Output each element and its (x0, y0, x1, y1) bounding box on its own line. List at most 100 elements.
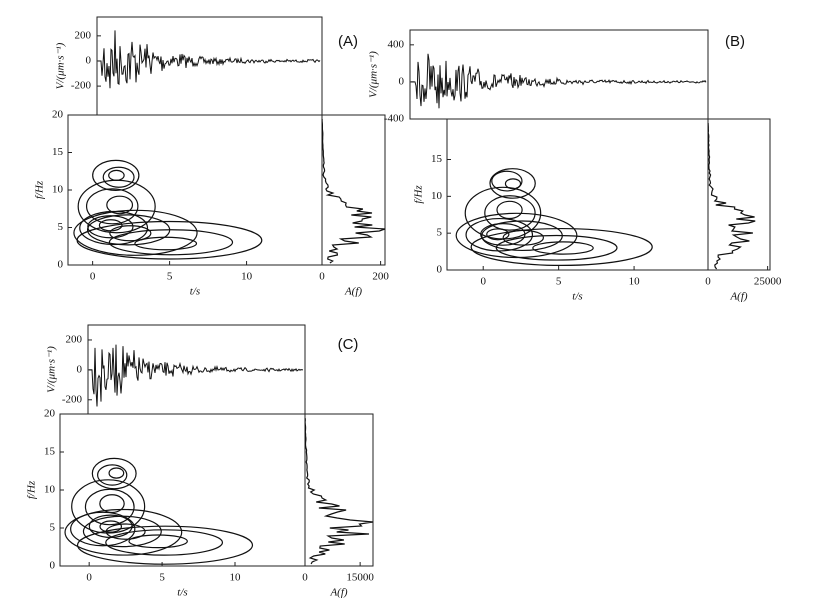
x-tick-label: 0 (90, 271, 96, 283)
contour-line (91, 457, 137, 490)
waveform (89, 344, 304, 407)
contour-line (484, 195, 536, 231)
y-axis-label: V/(μm·s⁻¹) (368, 51, 380, 98)
x-axis-label: t/s (572, 291, 582, 303)
contour-line (464, 186, 542, 240)
contour-line (532, 241, 594, 255)
x-tick-label: 0 (319, 271, 325, 283)
y-tick-label: -200 (71, 80, 92, 92)
y-tick-label: 200 (75, 29, 92, 41)
spectrum-line (304, 417, 374, 565)
y-tick-label: 200 (66, 333, 83, 345)
contour-line (64, 508, 183, 556)
panel-label: (B) (725, 33, 745, 50)
waveform-frame (87, 324, 306, 415)
y-tick-label: 15 (44, 446, 56, 458)
y-tick-label: 10 (52, 184, 64, 196)
contour-line (491, 170, 523, 192)
y-tick-label: 0 (86, 55, 92, 67)
contour-line (128, 534, 188, 549)
x-tick-label: 0 (86, 572, 92, 584)
contour-line (70, 511, 136, 547)
contour-line (97, 464, 128, 486)
y-tick-label: 0 (77, 363, 83, 375)
x-axis-label: A(f) (329, 587, 347, 599)
panel-label: (A) (338, 33, 358, 50)
y-tick-label: 0 (399, 75, 405, 87)
contour-line (108, 169, 125, 181)
x-tick-label: 0 (302, 572, 308, 584)
y-tick-label: 10 (431, 190, 443, 202)
x-tick-label: 5 (556, 276, 562, 288)
contour-line (82, 515, 162, 548)
y-tick-label: 5 (437, 227, 443, 239)
x-tick-label: 10 (230, 572, 242, 584)
waveform (98, 30, 321, 89)
y-tick-label: 20 (44, 408, 56, 420)
contour-line (73, 209, 198, 256)
x-tick-label: 0 (480, 276, 486, 288)
x-axis-label: A(f) (729, 291, 747, 303)
contour-line (108, 229, 234, 256)
contour-line (106, 195, 134, 215)
x-tick-label: 10 (241, 271, 253, 283)
y-tick-label: 15 (431, 153, 443, 165)
y-axis-label: f/Hz (34, 180, 46, 199)
x-tick-label: 200 (372, 271, 389, 283)
x-tick-label: 5 (159, 572, 165, 584)
spectrum-frame (321, 114, 386, 266)
y-tick-label: 15 (52, 146, 64, 158)
x-axis-label: A(f) (344, 286, 362, 298)
y-tick-label: 400 (388, 38, 405, 50)
spectrum-frame (304, 413, 374, 567)
y-tick-label: 0 (58, 259, 64, 271)
x-axis-label: t/s (190, 286, 200, 298)
contour-line (71, 479, 146, 534)
contour-line (470, 227, 653, 266)
y-tick-label: 20 (52, 109, 64, 121)
x-tick-label: 15000 (346, 572, 374, 584)
contour-line (109, 225, 152, 242)
x-tick-label: 0 (705, 276, 711, 288)
contour-line (76, 220, 263, 260)
y-tick-label: 0 (50, 560, 56, 572)
y-tick-label: 5 (50, 522, 56, 534)
spectrum-frame (707, 118, 771, 271)
x-axis-label: t/s (177, 587, 187, 599)
contour-line (495, 234, 618, 261)
contour-line (486, 228, 510, 241)
contour-frame (446, 118, 709, 271)
contour-line (504, 178, 522, 190)
contour-line (92, 159, 140, 191)
contour-line (102, 166, 135, 188)
y-axis-label: f/Hz (413, 185, 425, 204)
x-tick-label: 5 (167, 271, 173, 283)
spectrum-line (321, 119, 386, 264)
y-tick-label: 0 (437, 264, 443, 276)
contour-line (108, 467, 125, 479)
contour-line (76, 525, 254, 565)
panel-label: (C) (338, 336, 359, 353)
y-axis-label: V/(μm·s⁻¹) (46, 346, 58, 393)
y-tick-label: -400 (384, 113, 405, 125)
contour-line (99, 520, 123, 533)
y-tick-label: 5 (58, 221, 64, 233)
y-tick-label: -200 (62, 393, 83, 405)
contour-line (465, 217, 534, 252)
y-axis-label: f/Hz (26, 480, 38, 499)
contour-line (134, 236, 198, 251)
contour-line (99, 494, 125, 514)
contour-line (496, 200, 523, 220)
x-tick-label: 10 (629, 276, 641, 288)
waveform-frame (409, 29, 709, 120)
contour-line (105, 529, 224, 556)
waveform (411, 53, 707, 109)
y-tick-label: 10 (44, 484, 56, 496)
contour-line (489, 168, 536, 199)
x-tick-label: 25000 (754, 276, 782, 288)
y-axis-label: V/(μm·s⁻¹) (55, 42, 67, 89)
contour-line (84, 488, 135, 526)
contour-line (85, 188, 139, 225)
spectrum-line (707, 122, 756, 270)
